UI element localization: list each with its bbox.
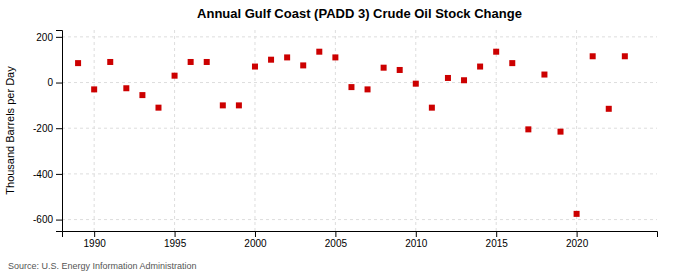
point: [348, 84, 354, 90]
tick: 0: [47, 77, 62, 88]
point: [236, 102, 242, 108]
point: [541, 72, 547, 78]
tick-mark: [56, 83, 62, 84]
title: Annual Gulf Coast (PADD 3) Crude Oil Sto…: [197, 6, 522, 21]
point: [123, 85, 129, 91]
grid-line: [62, 128, 657, 129]
tick: -600: [33, 214, 62, 225]
grid-line: [62, 82, 657, 83]
chart: 1990199520002005201020152020-600-400-200…: [0, 0, 675, 275]
point: [445, 75, 451, 81]
tick-mark: [577, 231, 578, 237]
grid-line: [174, 30, 175, 231]
point: [284, 54, 290, 60]
point: [606, 106, 612, 112]
tick-label: 1990: [84, 238, 107, 249]
point: [139, 92, 145, 98]
point: [558, 129, 564, 135]
tick: 2010: [405, 231, 428, 249]
grid: [62, 30, 657, 231]
tick-mark: [56, 220, 62, 221]
point: [75, 60, 81, 66]
tick-mark: [56, 174, 62, 175]
point: [493, 49, 499, 55]
point: [397, 67, 403, 73]
tick-label: 2000: [244, 238, 267, 249]
point: [574, 211, 580, 217]
point: [268, 57, 274, 63]
tick-mark: [175, 231, 176, 237]
point: [413, 81, 419, 87]
tick-label: 0: [47, 77, 53, 88]
point: [155, 105, 161, 111]
point: [300, 62, 306, 68]
grid-line: [62, 173, 657, 174]
point: [204, 59, 210, 65]
y-axis-title: Thousand Barrels per Day: [4, 66, 16, 195]
point: [220, 102, 226, 108]
grid-line: [496, 30, 497, 231]
tick-label: 200: [36, 32, 53, 43]
point: [381, 65, 387, 71]
tick: -400: [33, 169, 62, 180]
tick: 2020: [566, 231, 589, 249]
x-axis: 1990 1995 2000 2005 2010 2015 2020: [63, 231, 658, 249]
point: [332, 54, 338, 60]
axis-line: [63, 232, 658, 238]
tick-label: -200: [33, 123, 53, 134]
tick: 200: [36, 32, 62, 43]
annotation: Source: U.S. Energy Information Administ…: [8, 261, 197, 271]
point: [525, 126, 531, 132]
point: [91, 86, 97, 92]
tick: 1995: [164, 231, 187, 249]
tick: 2005: [325, 231, 348, 249]
grid-line: [576, 30, 577, 231]
grid-line: [62, 36, 657, 37]
point: [477, 64, 483, 70]
point: [590, 53, 596, 59]
point: [107, 59, 113, 65]
grid-line: [94, 30, 95, 231]
grid-line: [62, 219, 657, 220]
tick-label: 2010: [405, 238, 428, 249]
grid-line: [254, 30, 255, 231]
point: [622, 53, 628, 59]
point: [252, 64, 258, 70]
tick-label: -600: [33, 214, 53, 225]
point: [429, 105, 435, 111]
tick-mark: [94, 231, 95, 237]
tick-mark: [416, 231, 417, 237]
point: [316, 49, 322, 55]
point: [365, 86, 371, 92]
tick: 2015: [486, 231, 509, 249]
y-axis: -600 -400 -200 0 200: [33, 31, 63, 232]
grid-line: [415, 30, 416, 231]
tick-mark: [56, 37, 62, 38]
tick-label: 2015: [486, 238, 509, 249]
point: [461, 77, 467, 83]
axis-line: [56, 31, 63, 232]
tick: -200: [33, 123, 62, 134]
plot: 1990199520002005201020152020-600-400-200…: [33, 30, 658, 249]
point: [172, 73, 178, 79]
point: [188, 59, 194, 65]
tick-label: 1995: [164, 238, 187, 249]
tick-mark: [335, 231, 336, 237]
tick-label: 2020: [566, 238, 589, 249]
tick-mark: [56, 128, 62, 129]
tick-mark: [496, 231, 497, 237]
point: [509, 60, 515, 66]
tick: 2000: [244, 231, 267, 249]
tick: 1990: [84, 231, 107, 249]
tick-label: -400: [33, 169, 53, 180]
tick-mark: [255, 231, 256, 237]
tick-label: 2005: [325, 238, 348, 249]
points: [75, 49, 628, 217]
